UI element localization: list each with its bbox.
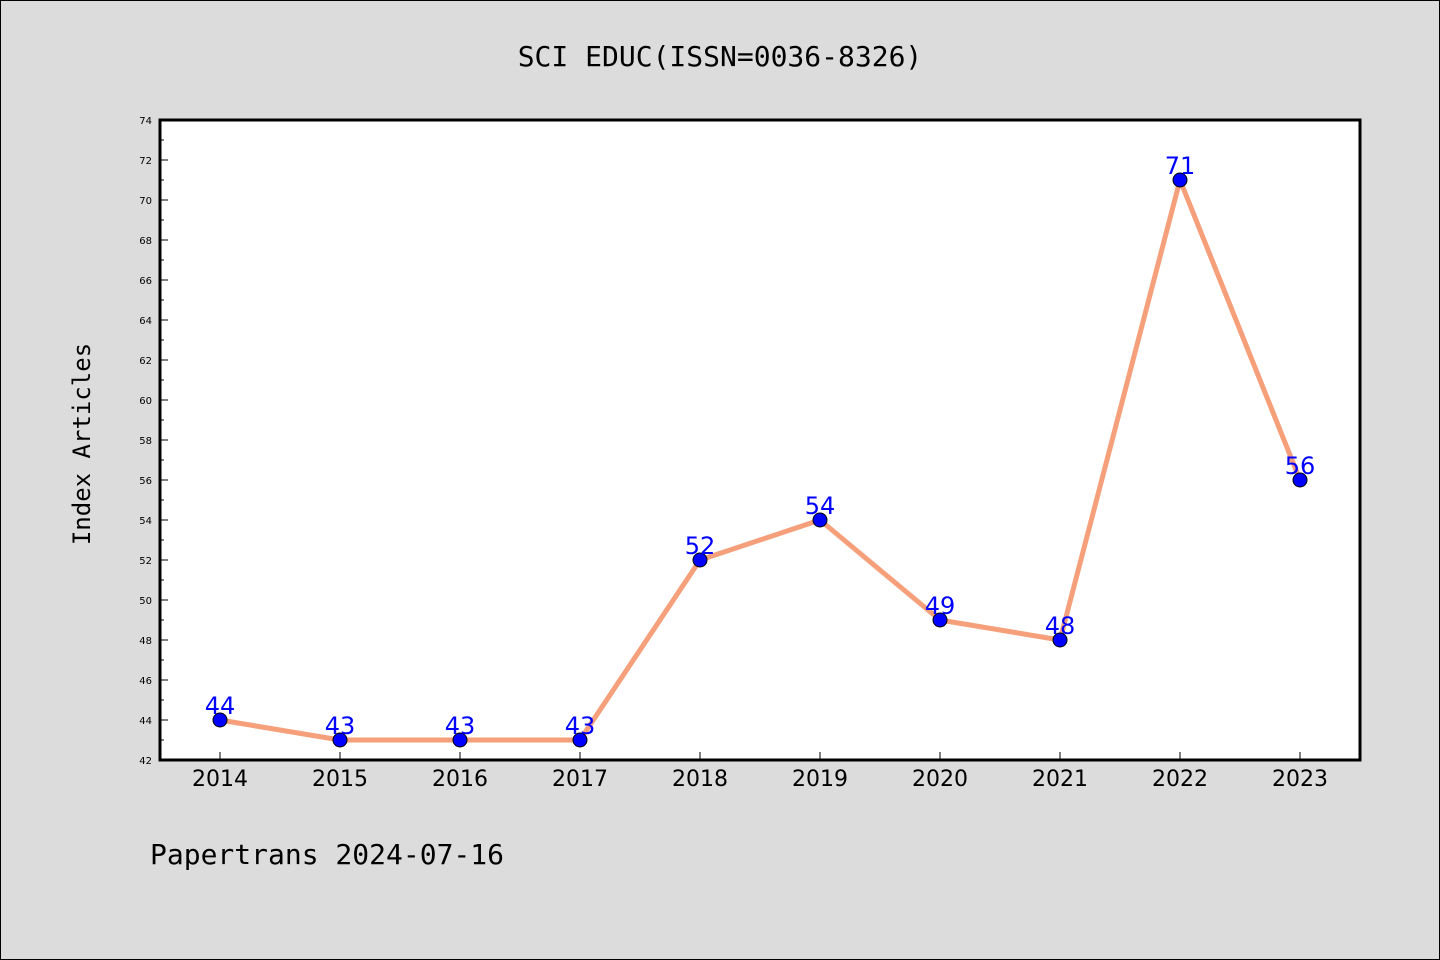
marker-group bbox=[212, 172, 1308, 748]
x-tick-label: 2021 bbox=[1032, 767, 1088, 792]
data-point bbox=[692, 552, 708, 568]
y-tick-label: 68 bbox=[139, 236, 152, 247]
series-line-group bbox=[217, 177, 1303, 743]
y-tick-label: 42 bbox=[139, 756, 152, 767]
x-tick-label: 2023 bbox=[1272, 767, 1328, 792]
data-label: 49 bbox=[925, 592, 956, 620]
x-tick-label: 2016 bbox=[432, 767, 488, 792]
data-label: 44 bbox=[205, 692, 236, 720]
x-tick-label: 2014 bbox=[192, 767, 248, 792]
plot-area bbox=[158, 118, 1362, 762]
y-tick-label: 62 bbox=[139, 356, 152, 367]
y-tick-label: 72 bbox=[139, 156, 152, 167]
y-tick-label: 50 bbox=[139, 596, 152, 607]
data-point bbox=[452, 732, 468, 748]
data-point bbox=[212, 712, 228, 728]
y-tick-label: 44 bbox=[139, 716, 152, 727]
y-tick-label: 54 bbox=[139, 516, 152, 527]
data-point bbox=[332, 732, 348, 748]
x-tick-label: 2018 bbox=[672, 767, 728, 792]
y-tick-label: 52 bbox=[139, 556, 152, 567]
y-tick-label: 74 bbox=[139, 116, 152, 127]
y-tick-label: 58 bbox=[139, 436, 152, 447]
data-label-group: 44 43 43 43 52 54 49 48 71 56 bbox=[205, 152, 1316, 740]
y-tick-label: 60 bbox=[139, 396, 152, 407]
y-tick-label: 48 bbox=[139, 636, 152, 647]
x-tick-label: 2019 bbox=[792, 767, 848, 792]
y-tick-label: 46 bbox=[139, 676, 152, 687]
x-tick-label: 2017 bbox=[552, 767, 608, 792]
footer-credit: Papertrans 2024-07-16 bbox=[150, 838, 504, 871]
y-axis-label: Index Articles bbox=[68, 343, 96, 545]
y-axis-ticks: 42 44 46 48 50 52 54 56 58 60 62 64 66 68 70 72 74 bbox=[139, 116, 168, 767]
x-axis-ticks: 2014 2015 2016 2017 2018 2019 2020 2021 2022 2023 bbox=[192, 752, 1328, 792]
data-point bbox=[1292, 472, 1308, 488]
y-tick-label: 66 bbox=[139, 276, 152, 287]
data-label: 71 bbox=[1165, 152, 1196, 180]
data-label: 52 bbox=[685, 532, 716, 560]
series-line bbox=[217, 177, 1303, 743]
chart-title: SCI EDUC(ISSN=0036-8326) bbox=[518, 40, 923, 73]
y-tick-label: 70 bbox=[139, 196, 152, 207]
data-label: 43 bbox=[445, 712, 476, 740]
data-point bbox=[812, 512, 828, 528]
data-label: 43 bbox=[565, 712, 596, 740]
data-label: 43 bbox=[325, 712, 356, 740]
y-tick-label: 56 bbox=[139, 476, 152, 487]
data-point bbox=[1172, 172, 1188, 188]
x-tick-label: 2015 bbox=[312, 767, 368, 792]
data-point bbox=[1052, 632, 1068, 648]
data-point bbox=[932, 612, 948, 628]
data-label: 56 bbox=[1285, 452, 1316, 480]
data-point bbox=[572, 732, 588, 748]
x-tick-label: 2022 bbox=[1152, 767, 1208, 792]
y-tick-label: 64 bbox=[139, 316, 152, 327]
x-tick-label: 2020 bbox=[912, 767, 968, 792]
data-label: 54 bbox=[805, 492, 836, 520]
data-label: 48 bbox=[1045, 612, 1076, 640]
